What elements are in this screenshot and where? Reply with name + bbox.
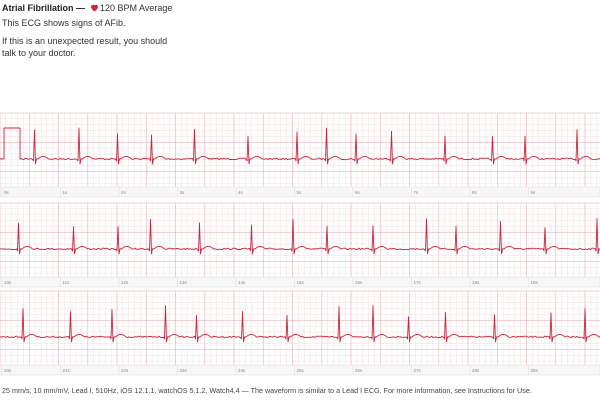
- time-label: 16s: [355, 280, 363, 285]
- time-label: 8s: [472, 190, 478, 195]
- time-label: 18s: [472, 280, 480, 285]
- time-label: 24s: [238, 368, 246, 373]
- time-label: 5s: [297, 190, 303, 195]
- major-grid: [0, 112, 600, 187]
- time-label: 14s: [238, 280, 246, 285]
- time-label: 27s: [414, 368, 422, 373]
- time-label: 9s: [531, 190, 537, 195]
- time-label: 10s: [4, 280, 12, 285]
- time-label: 2s: [121, 190, 127, 195]
- ecg-waveform: [0, 304, 600, 343]
- time-label: 29s: [531, 368, 539, 373]
- heart-icon: [91, 4, 98, 12]
- footer: 25 mm/s, 10 mm/mV, Lead I, 510Hz, iOS 12…: [2, 386, 532, 395]
- time-label: 21s: [63, 368, 71, 373]
- time-label: 23s: [180, 368, 188, 373]
- bpm: 120 BPM Average: [100, 3, 172, 13]
- time-label: 13s: [180, 280, 188, 285]
- strip-background: [0, 291, 600, 375]
- ecg-waveform: [0, 218, 600, 255]
- time-label: 20s: [4, 368, 12, 373]
- time-label: 0s: [4, 190, 10, 195]
- time-label: 19s: [531, 280, 539, 285]
- time-label: 7s: [414, 190, 420, 195]
- time-label: 26s: [355, 368, 363, 373]
- time-label: 12s: [121, 280, 129, 285]
- label-band: [0, 186, 600, 198]
- time-label: 11s: [63, 280, 71, 285]
- title: Atrial Fibrillation —: [2, 3, 85, 13]
- label-band: [0, 276, 600, 288]
- time-label: 3s: [180, 190, 186, 195]
- label-band: [0, 364, 600, 376]
- result: This ECG shows signs of AFib.: [2, 18, 126, 28]
- time-label: 22s: [121, 368, 129, 373]
- strip-background: [0, 113, 600, 197]
- time-label: 1s: [63, 190, 69, 195]
- time-label: 6s: [355, 190, 361, 195]
- advice: If this is an unexpected result, you sho…: [2, 36, 167, 46]
- advice: talk to your doctor.: [2, 48, 76, 58]
- major-grid: [0, 290, 600, 365]
- time-label: 17s: [414, 280, 422, 285]
- time-label: 28s: [472, 368, 480, 373]
- time-label: 4s: [238, 190, 244, 195]
- time-label: 15s: [297, 280, 305, 285]
- time-label: 25s: [297, 368, 305, 373]
- ecg-waveform: [0, 127, 600, 165]
- strip-background: [0, 203, 600, 287]
